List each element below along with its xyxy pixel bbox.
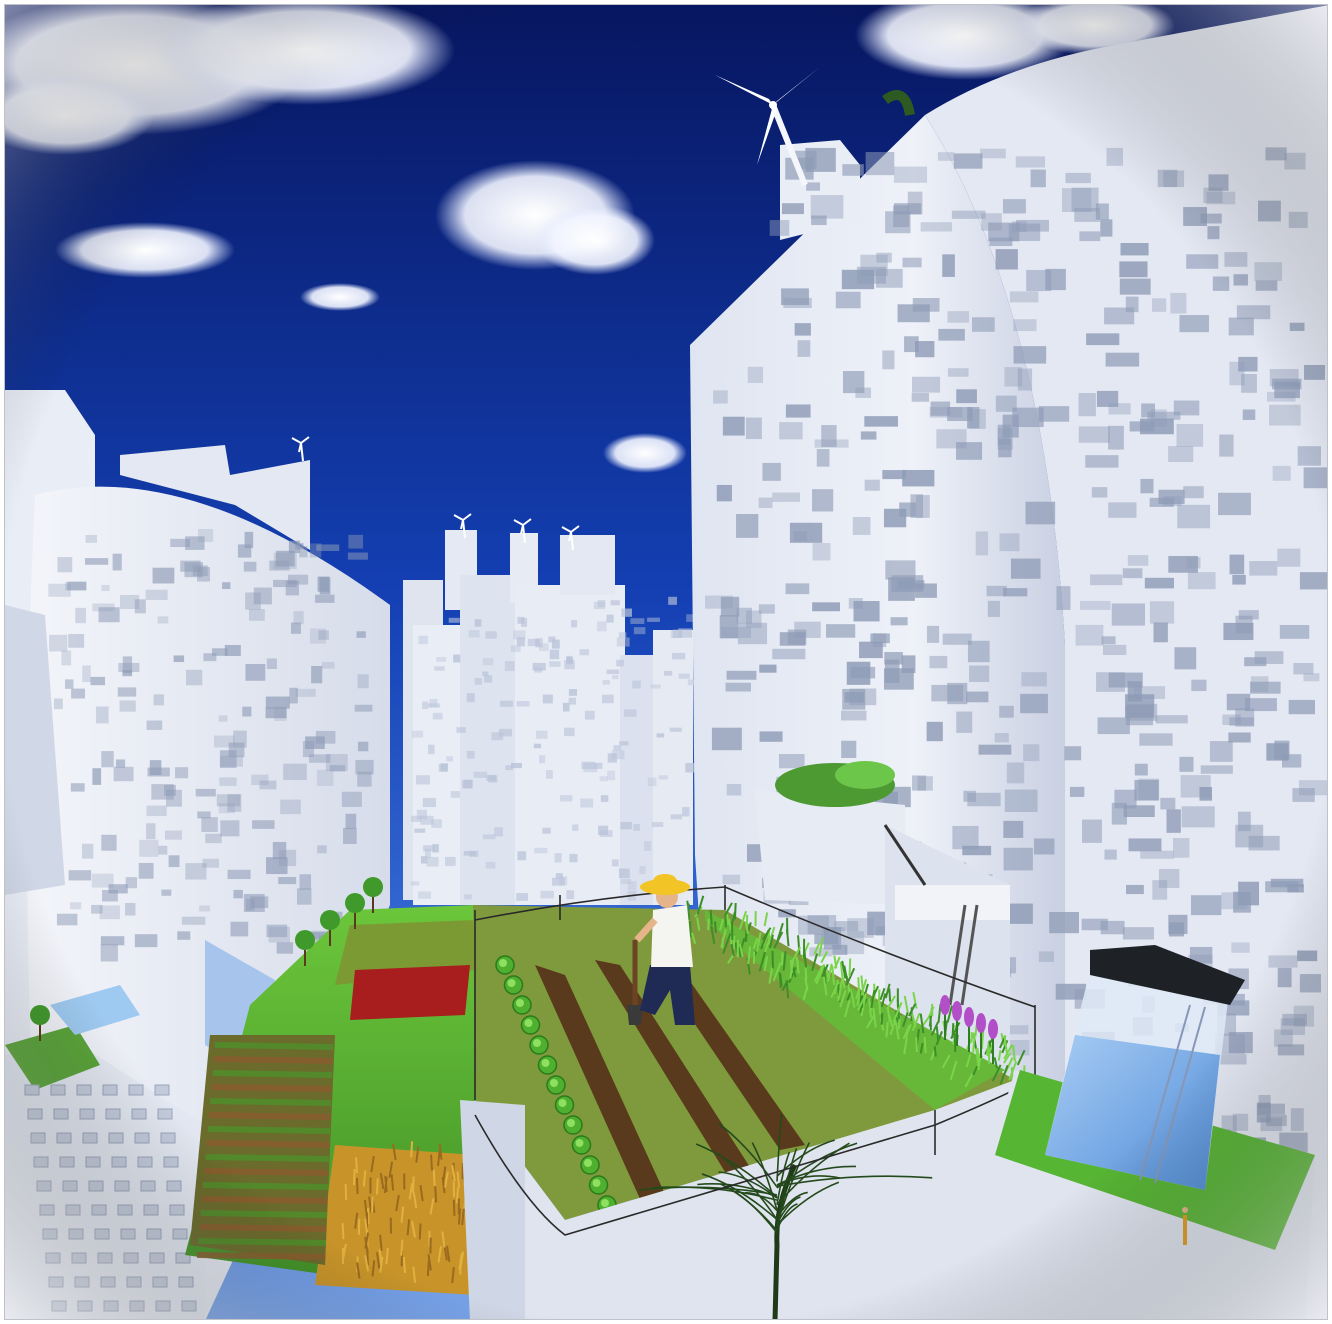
urban-rooftop-farm-illustration <box>5 5 1327 1319</box>
illustration-frame <box>4 4 1328 1320</box>
lens-vignette <box>5 5 1327 1319</box>
